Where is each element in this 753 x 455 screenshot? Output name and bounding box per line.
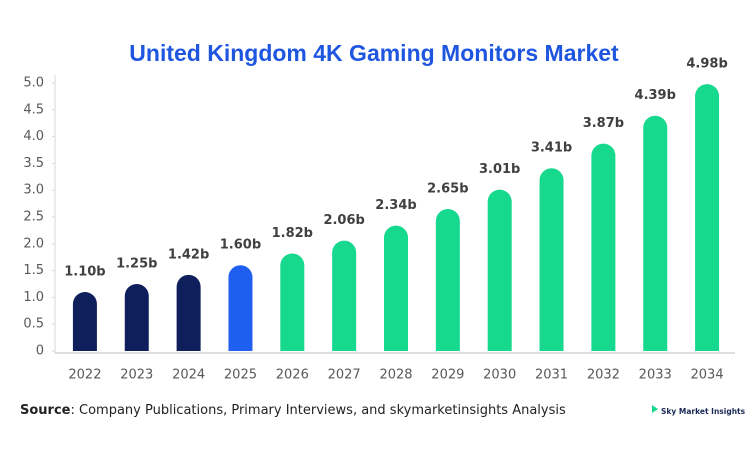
y-tick-label: 4.5	[23, 102, 44, 117]
x-tick-label: 2029	[431, 368, 464, 383]
x-tick-label: 2028	[379, 368, 412, 383]
x-tick-label: 2030	[483, 368, 516, 383]
value-label: 1.42b	[168, 247, 209, 262]
y-tick-label: 2.0	[23, 236, 44, 251]
value-label: 1.82b	[272, 226, 313, 241]
bar	[72, 292, 97, 351]
bar	[487, 189, 512, 351]
x-tick-label: 2032	[587, 368, 620, 383]
value-label: 2.65b	[427, 181, 468, 196]
value-label: 1.25b	[116, 257, 157, 272]
chart-title: United Kingdom 4K Gaming Monitors Market	[129, 40, 619, 66]
value-label: 4.98b	[686, 57, 727, 72]
value-label: 2.34b	[375, 198, 416, 213]
source-text: : Company Publications, Primary Intervie…	[70, 403, 565, 418]
bar	[384, 225, 408, 351]
logo-text: Sky Market Insights	[661, 407, 746, 416]
bar	[176, 274, 201, 351]
bar	[539, 168, 564, 351]
y-tick-label: 3.5	[23, 156, 44, 171]
value-label: 2.06b	[323, 213, 364, 228]
y-tick-label: 0	[36, 344, 44, 359]
bar	[280, 253, 305, 351]
bar	[591, 143, 616, 351]
source: Source: Company Publications, Primary In…	[20, 403, 566, 418]
y-tick-label: 3.0	[23, 183, 44, 198]
x-tick-label: 2024	[172, 368, 205, 383]
bar	[695, 84, 720, 351]
value-label: 4.39b	[635, 88, 676, 103]
x-tick-label: 2026	[276, 368, 309, 383]
y-tick-label: 2.5	[23, 210, 44, 225]
value-label: 3.01b	[479, 162, 520, 177]
bar	[228, 265, 253, 351]
x-tick-label: 2022	[68, 368, 101, 383]
x-tick-label: 2023	[120, 368, 153, 383]
value-label: 3.87b	[583, 116, 624, 131]
source-label: Source	[20, 403, 71, 418]
y-tick-label: 4.0	[23, 129, 44, 144]
x-tick-label: 2034	[691, 368, 724, 383]
y-tick-label: 5.0	[23, 76, 44, 91]
y-tick-label: 0.5	[23, 317, 44, 332]
y-tick-label: 1.0	[23, 290, 44, 305]
bar	[124, 284, 149, 351]
y-tick-label: 1.5	[23, 263, 44, 278]
x-tick-label: 2025	[224, 368, 257, 383]
bar	[435, 208, 460, 351]
bar	[643, 115, 668, 351]
bar	[332, 240, 357, 351]
value-label: 1.10b	[64, 265, 105, 280]
value-label: 1.60b	[220, 238, 261, 253]
logo-icon	[652, 405, 658, 413]
value-label: 3.41b	[531, 141, 572, 156]
x-tick-label: 2031	[535, 368, 568, 383]
x-tick-label: 2027	[328, 368, 361, 383]
x-tick-label: 2033	[639, 368, 672, 383]
